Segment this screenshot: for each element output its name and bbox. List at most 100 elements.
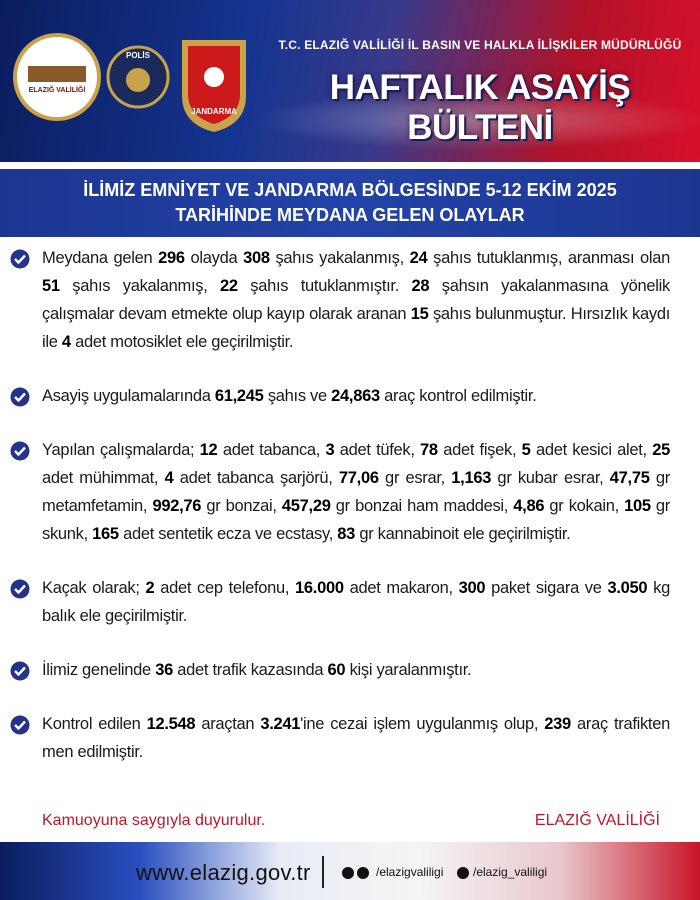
text: 'ine cezai işlem uygulanmış olup, [300,715,545,733]
text: adet motosiklet ele geçirilmiştir. [70,333,294,351]
text: araç trafikten men edilmiştir. [42,715,670,761]
highlight-number: 12.548 [146,715,196,733]
check-icon [10,579,30,599]
highlight-number: 16.000 [295,579,344,597]
check-icon [10,249,30,269]
highlight-number: 83 [337,525,356,543]
bullet-item: Meydana gelen 296 olayda 308 şahıs yakal… [10,244,671,356]
title: HAFTALIK ASAYİŞ BÜLTENİ [329,68,631,147]
text: olayda [184,249,244,267]
text: şahıs ve [263,387,332,405]
text: adet kesici alet, [530,441,653,459]
highlight-number: 22 [220,277,238,295]
highlight-number: 300 [458,579,486,597]
highlight-number: 3.050 [607,579,648,597]
closing: Kamuoyuna saygıyla duyurulur. [42,812,266,829]
highlight-number: 24 [409,249,428,267]
text: araç kontrol edilmiştir. [379,387,537,405]
highlight-number: 1,163 [451,469,492,487]
logo-label: ELAZIĞ VALİLİĞİ [29,85,86,94]
social-handle[interactable]: /elazig_valiligi [473,865,548,879]
organization: T.C. ELAZIĞ VALİLİĞİ İL BASIN VE HALKLA … [278,38,682,52]
text: adet cep telefonu, [154,579,296,597]
website[interactable]: www.elazig.gov.tr [136,860,311,885]
bullet-item: İlimiz genelinde 36 adet trafik kazasınd… [10,656,670,684]
social-handle[interactable]: /elazigvaliligi [376,865,444,879]
text: gr esrar, [378,469,452,487]
text: adet makaron, [343,579,459,597]
highlight-number: 165 [92,525,119,543]
facebook-icon [342,867,354,879]
highlight-number: 4 [61,333,71,351]
highlight-number: 36 [155,661,173,679]
crescent [204,67,224,87]
text: gr kubar esrar, [491,469,610,487]
text: araçtan [195,715,261,733]
text: şahıs yakalanmış, [269,249,410,267]
highlight-number: 60 [327,661,346,679]
highlight-number: 28 [411,277,430,295]
highlight-number: 4 [164,469,174,487]
highlight-number: 47,75 [609,469,650,487]
text: adet fişek, [437,441,522,459]
bullet-item: Asayiş uygulamalarında 61,245 şahıs ve 2… [10,382,670,410]
highlight-number: 24,863 [331,387,380,405]
highlight-number: 61,245 [214,387,264,405]
body: Meydana gelen 296 olayda 308 şahıs yakal… [0,244,700,792]
highlight-number: 3.241 [260,715,301,733]
subtitle-line: İLİMİZ EMNİYET VE JANDARMA BÖLGESİNDE 5-… [83,180,617,200]
logos: ELAZIĞ VALİLİĞİ POLİS JANDARMA [13,33,246,132]
text: Meydana gelen [42,249,159,267]
glow [250,90,700,150]
text: adet tüfek, [334,441,421,459]
signature: ELAZIĞ VALİLİĞİ [534,812,660,829]
separator [322,856,324,888]
subtitle-line: TARİHİNDE MEYDANA GELEN OLAYLAR [175,205,525,225]
highlight-number: 5 [521,441,531,459]
text: Asayiş uygulamalarında [42,387,215,405]
text: Kontrol edilen [42,715,147,733]
highlight-number: 308 [243,249,270,267]
highlight-number: 457,29 [281,497,331,515]
social-icons [342,867,369,879]
footer: www.elazig.gov.tr /elazigvaliligi /elazi… [0,842,700,900]
instagram-icon [357,867,369,879]
bullet-item: Kontrol edilen 12.548 araçtan 3.241'ine … [10,710,670,766]
highlight-number: 4,86 [513,497,545,515]
highlight-number: 992,76 [152,497,202,515]
police-star [126,68,150,92]
text: adet tabanca şarjörü, [173,469,339,487]
text: kg balık ele geçirilmiştir. [42,579,670,625]
text: şahıs tutuklanmış, aranması olan [427,249,671,267]
highlight-number: 51 [42,277,60,295]
text: paket sigara ve [485,579,608,597]
check-icon [10,441,30,461]
highlight-number: 296 [158,249,185,267]
check-icon [10,387,30,407]
check-icon [10,661,30,681]
text: gr metamfetamin, [42,469,670,515]
text: gr kokain, [544,497,625,515]
text: şahıs bulunmuştur. Hırsızlık kaydı ile [42,305,670,351]
highlight-number: 15 [410,305,429,323]
text: şahıs tutuklanmıştır. [237,277,412,295]
header: ELAZIĞ VALİLİĞİ POLİS JANDARMA T.C. ELAZ… [0,0,700,162]
highlight-number: 12 [199,441,218,459]
highlight-number: 78 [420,441,438,459]
text: kişi yaralanmıştır. [345,661,472,679]
text: gr bonzai ham maddesi, [330,497,514,515]
check-icon [10,715,30,735]
highlight-number: 25 [652,441,670,459]
castle [28,66,86,82]
text: gr kannabinoit ele geçirilmiştir. [355,525,571,543]
x-icon [457,867,469,879]
highlight-number: 77,06 [338,469,379,487]
bullet-item: Yapılan çalışmalarda; 12 adet tabanca, 3… [10,436,670,548]
text: Yapılan çalışmalarda; [42,441,200,459]
bullet-item: Kaçak olarak; 2 adet cep telefonu, 16.00… [10,574,670,630]
text: gr skunk, [42,497,670,543]
text: adet mühimmat, [42,469,165,487]
text: şahıs yakalanmış, [59,277,221,295]
highlight-number: 3 [325,441,335,459]
